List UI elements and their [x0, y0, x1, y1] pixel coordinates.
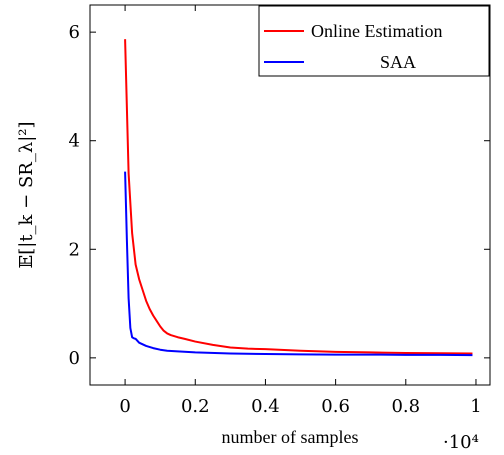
x-tick-label: 0 — [119, 396, 130, 417]
legend-label-online-estimation: Online Estimation — [311, 21, 442, 41]
tick-labels: 0 0.2 0.4 0.6 0.8 1 0 2 4 6 — [69, 22, 482, 417]
y-tick-label: 2 — [69, 239, 80, 260]
series-line-saa — [124, 171, 473, 357]
x-tick-label: 0.8 — [391, 396, 420, 417]
x-tick-label: 0.2 — [181, 396, 210, 417]
x-tick-label: 1 — [470, 396, 481, 417]
x-tick-label: 0.4 — [251, 396, 280, 417]
y-axis-label: 𝔼[|t_k − SR_λ|²] — [16, 121, 37, 268]
legend: Online Estimation SAA — [258, 5, 490, 77]
x-axis-scale-note: ·10⁴ — [443, 432, 479, 453]
y-tick-label: 6 — [69, 22, 80, 43]
y-tick-label: 0 — [69, 348, 80, 369]
plot-frame — [89, 4, 491, 386]
x-axis-label: number of samples — [222, 427, 359, 447]
series-line-online-estimation — [124, 39, 473, 355]
x-tick-label: 0.6 — [321, 396, 350, 417]
legend-box — [258, 5, 490, 77]
legend-label-saa: SAA — [380, 52, 416, 72]
series-layer — [124, 39, 473, 357]
y-tick-label: 4 — [69, 131, 80, 152]
